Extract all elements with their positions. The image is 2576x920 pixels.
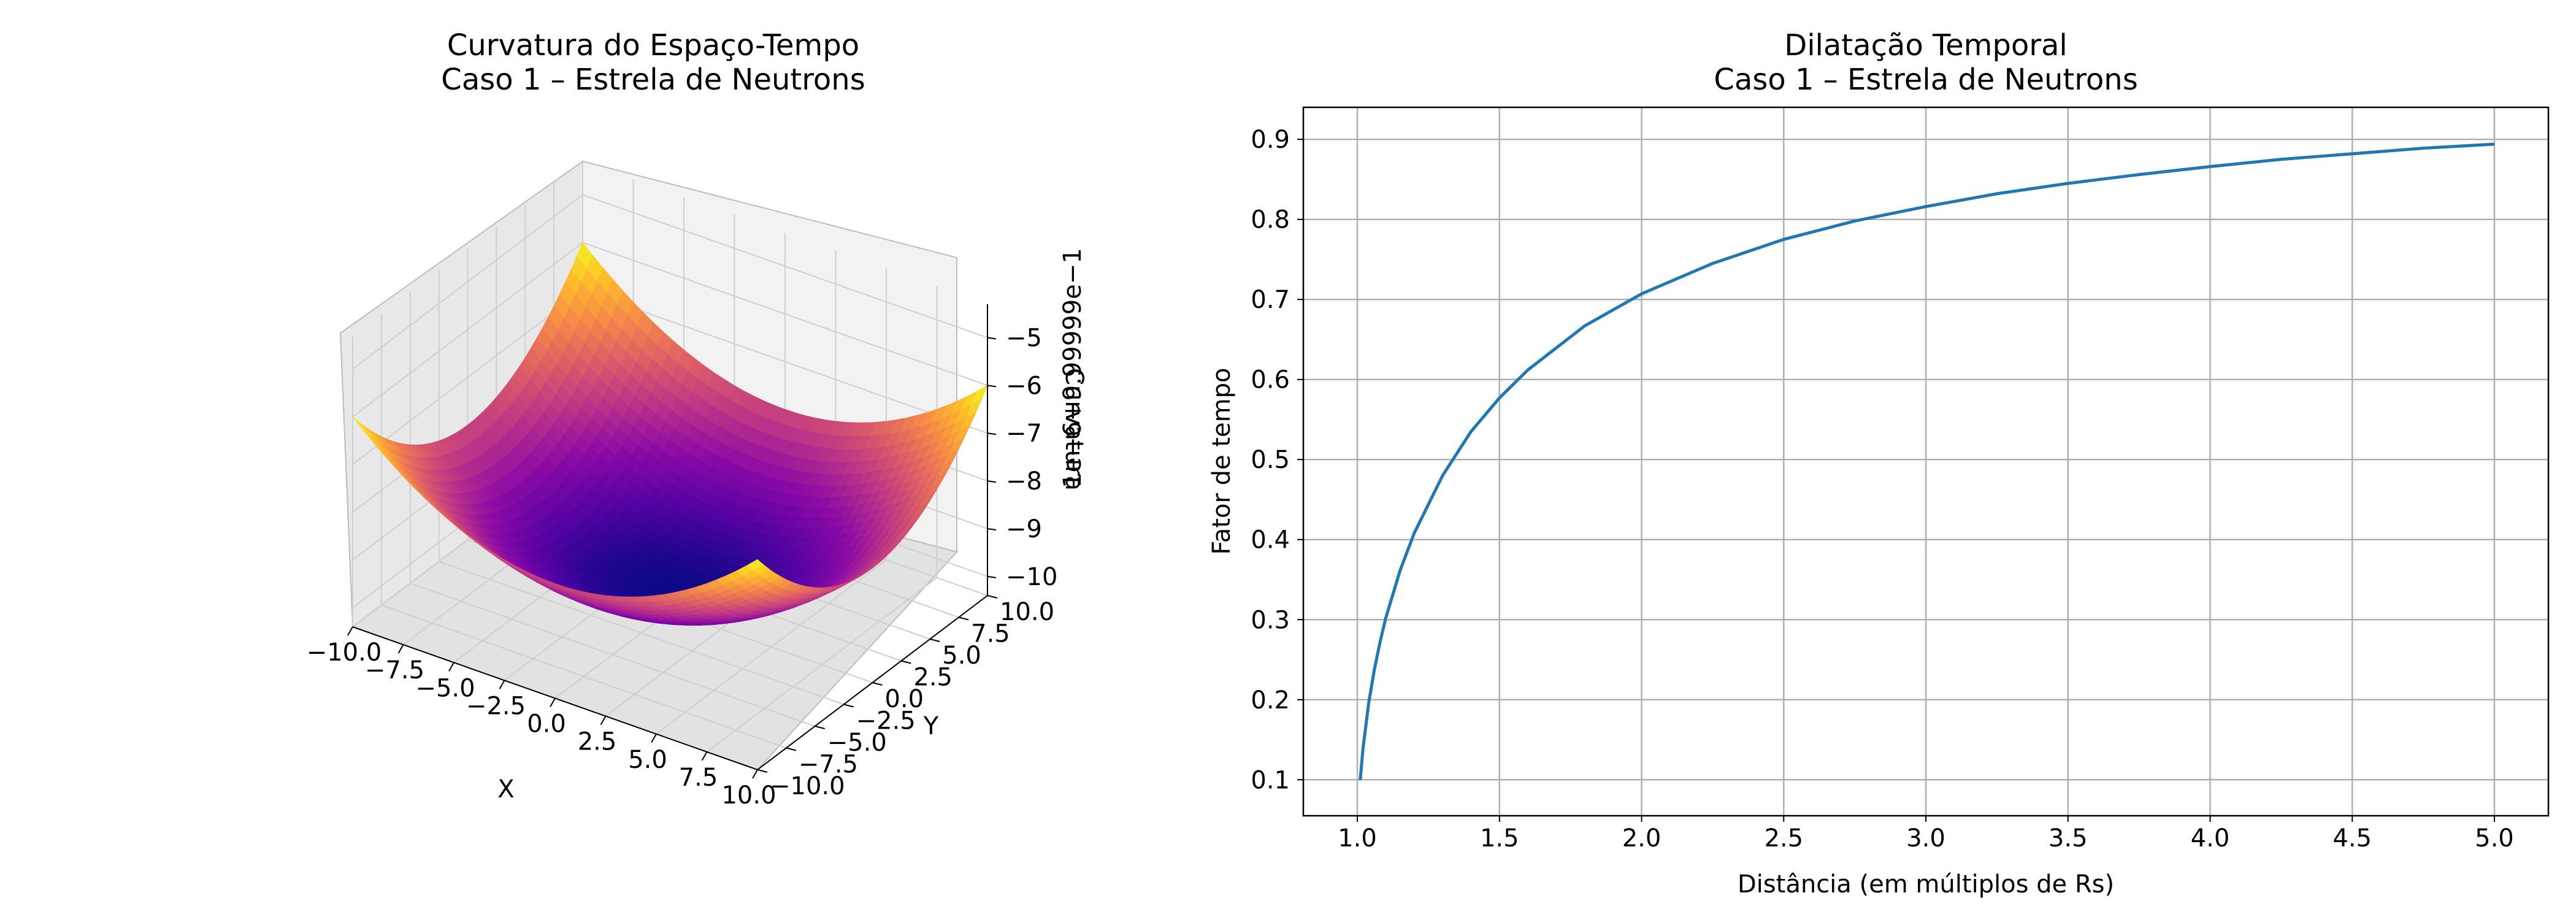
y-tick-mark bbox=[958, 616, 969, 621]
line-plot: Dilatação Temporal Caso 1 – Estrela de N… bbox=[1208, 28, 2550, 899]
y-tick-label: 7.5 bbox=[971, 620, 1010, 648]
y-tick-label: −7.5 bbox=[799, 751, 858, 779]
z-tick-mark bbox=[987, 480, 997, 483]
grid-line bbox=[582, 289, 988, 434]
x-tick-mark bbox=[550, 698, 556, 707]
x-tick-label: 1.5 bbox=[1480, 824, 1519, 853]
x-tick-label: −7.5 bbox=[365, 656, 424, 684]
x-tick-mark bbox=[347, 626, 353, 636]
y-tick-label: −10.0 bbox=[770, 772, 845, 800]
x-tick-mark bbox=[701, 751, 708, 761]
y-tick-mark bbox=[987, 595, 998, 599]
x-tick-label: 4.5 bbox=[2333, 824, 2372, 853]
y-tick-label: 0.6 bbox=[1251, 366, 1290, 394]
surface-mesh bbox=[352, 242, 989, 626]
y-tick-mark bbox=[843, 703, 854, 708]
x-tick-label: 3.0 bbox=[1906, 824, 1945, 853]
z-tick-label: −7 bbox=[1006, 420, 1042, 448]
surface-plot: Curvatura do Espaço-Tempo Caso 1 – Estre… bbox=[307, 28, 1088, 810]
y-axis-label: Y bbox=[923, 712, 939, 740]
x-tick-label: −2.5 bbox=[466, 692, 526, 720]
y-tick-label: −2.5 bbox=[856, 707, 916, 735]
series-line bbox=[1359, 142, 2495, 781]
y-tick-label: 5.0 bbox=[942, 642, 981, 670]
x-tick-mark bbox=[499, 680, 505, 689]
x-tick-label: 1.0 bbox=[1338, 824, 1377, 853]
z-tick-label: −8 bbox=[1006, 467, 1042, 496]
x-tick-label: −10.0 bbox=[307, 638, 382, 667]
surface-facet bbox=[746, 559, 764, 571]
z-tick-mark bbox=[987, 337, 997, 340]
z-tick-label: −9 bbox=[1006, 515, 1042, 543]
y-tick-label: 0.3 bbox=[1251, 606, 1290, 634]
x-tick-label: 5.0 bbox=[2475, 824, 2514, 853]
y-tick-label: 2.5 bbox=[913, 664, 953, 692]
y-tick-mark bbox=[786, 747, 797, 751]
grid-line bbox=[706, 577, 938, 753]
z-axis-label: Curvatura bbox=[1060, 368, 1088, 491]
grid-line bbox=[352, 194, 583, 370]
line-gridlines bbox=[1303, 107, 2548, 816]
x-tick-label: 4.0 bbox=[2191, 824, 2230, 853]
y-tick-mark bbox=[872, 682, 883, 686]
z-tick-label: −5 bbox=[1006, 324, 1042, 353]
grid-line bbox=[352, 242, 583, 418]
line-ticks: 1.0 1.5 2.0 2.5 3.0 3.5 4.0 4.5 5.0 0.1 0.2 0.3 0.4 0… bbox=[1251, 126, 2513, 853]
y-tick-label: 10.0 bbox=[1000, 598, 1054, 626]
line-title: Dilatação Temporal bbox=[1784, 28, 2067, 63]
x-tick-label: 5.0 bbox=[628, 746, 667, 774]
3d-axes: −10.0−10.0−7.5−7.5−5.0−5.0−2.5−2.50.00.0… bbox=[307, 304, 1057, 810]
y-tick-label: 0.7 bbox=[1251, 286, 1290, 314]
y-tick-label: 0.4 bbox=[1251, 526, 1290, 554]
grid-line bbox=[582, 194, 988, 339]
x-tick-label: 2.5 bbox=[1764, 824, 1803, 853]
z-tick-mark bbox=[987, 385, 997, 388]
y-tick-mark bbox=[901, 660, 911, 664]
x-tick-label: 10.0 bbox=[721, 781, 776, 810]
y-tick-label: −5.0 bbox=[827, 729, 887, 757]
surface-subtitle: Caso 1 – Estrela de Neutrons bbox=[441, 63, 865, 97]
x-tick-label: −5.0 bbox=[415, 674, 475, 702]
x-tick-label: 7.5 bbox=[679, 764, 718, 792]
grid-line bbox=[582, 242, 988, 386]
x-tick-label: 2.0 bbox=[1622, 824, 1662, 853]
x-tick-label: 0.0 bbox=[527, 710, 566, 738]
z-tick-label: −10 bbox=[1006, 563, 1057, 591]
grid-line bbox=[352, 289, 583, 466]
x-axis-label: Distância (em múltiplos de Rs) bbox=[1738, 870, 2114, 899]
z-offset-text: 1e−6+9.99999e−1 bbox=[1059, 248, 1087, 488]
z-tick-mark bbox=[987, 527, 997, 531]
y-tick-label: 0.0 bbox=[885, 685, 924, 713]
x-tick-mark bbox=[600, 716, 607, 726]
z-tick-mark bbox=[987, 575, 997, 578]
y-axis-label: Fator de tempo bbox=[1208, 368, 1236, 555]
x-tick-mark bbox=[651, 734, 657, 743]
y-tick-label: 0.1 bbox=[1251, 766, 1290, 794]
x-tick-mark bbox=[752, 769, 758, 779]
surface-title: Curvatura do Espaço-Tempo bbox=[447, 28, 859, 63]
line-subtitle: Caso 1 – Estrela de Neutrons bbox=[1714, 63, 2137, 97]
grid-line bbox=[656, 559, 887, 735]
z-tick-mark bbox=[987, 432, 997, 435]
y-tick-label: 0.2 bbox=[1251, 686, 1290, 715]
y-tick-label: 0.5 bbox=[1251, 446, 1290, 474]
x-tick-label: 3.5 bbox=[2049, 824, 2088, 853]
y-tick-mark bbox=[815, 726, 825, 729]
plot-frame bbox=[1302, 106, 2550, 817]
y-tick-mark bbox=[757, 769, 768, 773]
z-tick-label: −6 bbox=[1006, 372, 1042, 400]
y-tick-label: 0.9 bbox=[1251, 126, 1290, 154]
x-tick-mark bbox=[448, 662, 454, 672]
y-tick-label: 0.8 bbox=[1251, 206, 1290, 234]
y-tick-mark bbox=[930, 638, 940, 642]
x-tick-mark bbox=[397, 644, 404, 654]
x-axis-label: X bbox=[497, 775, 514, 803]
x-tick-label: 2.5 bbox=[578, 728, 617, 756]
